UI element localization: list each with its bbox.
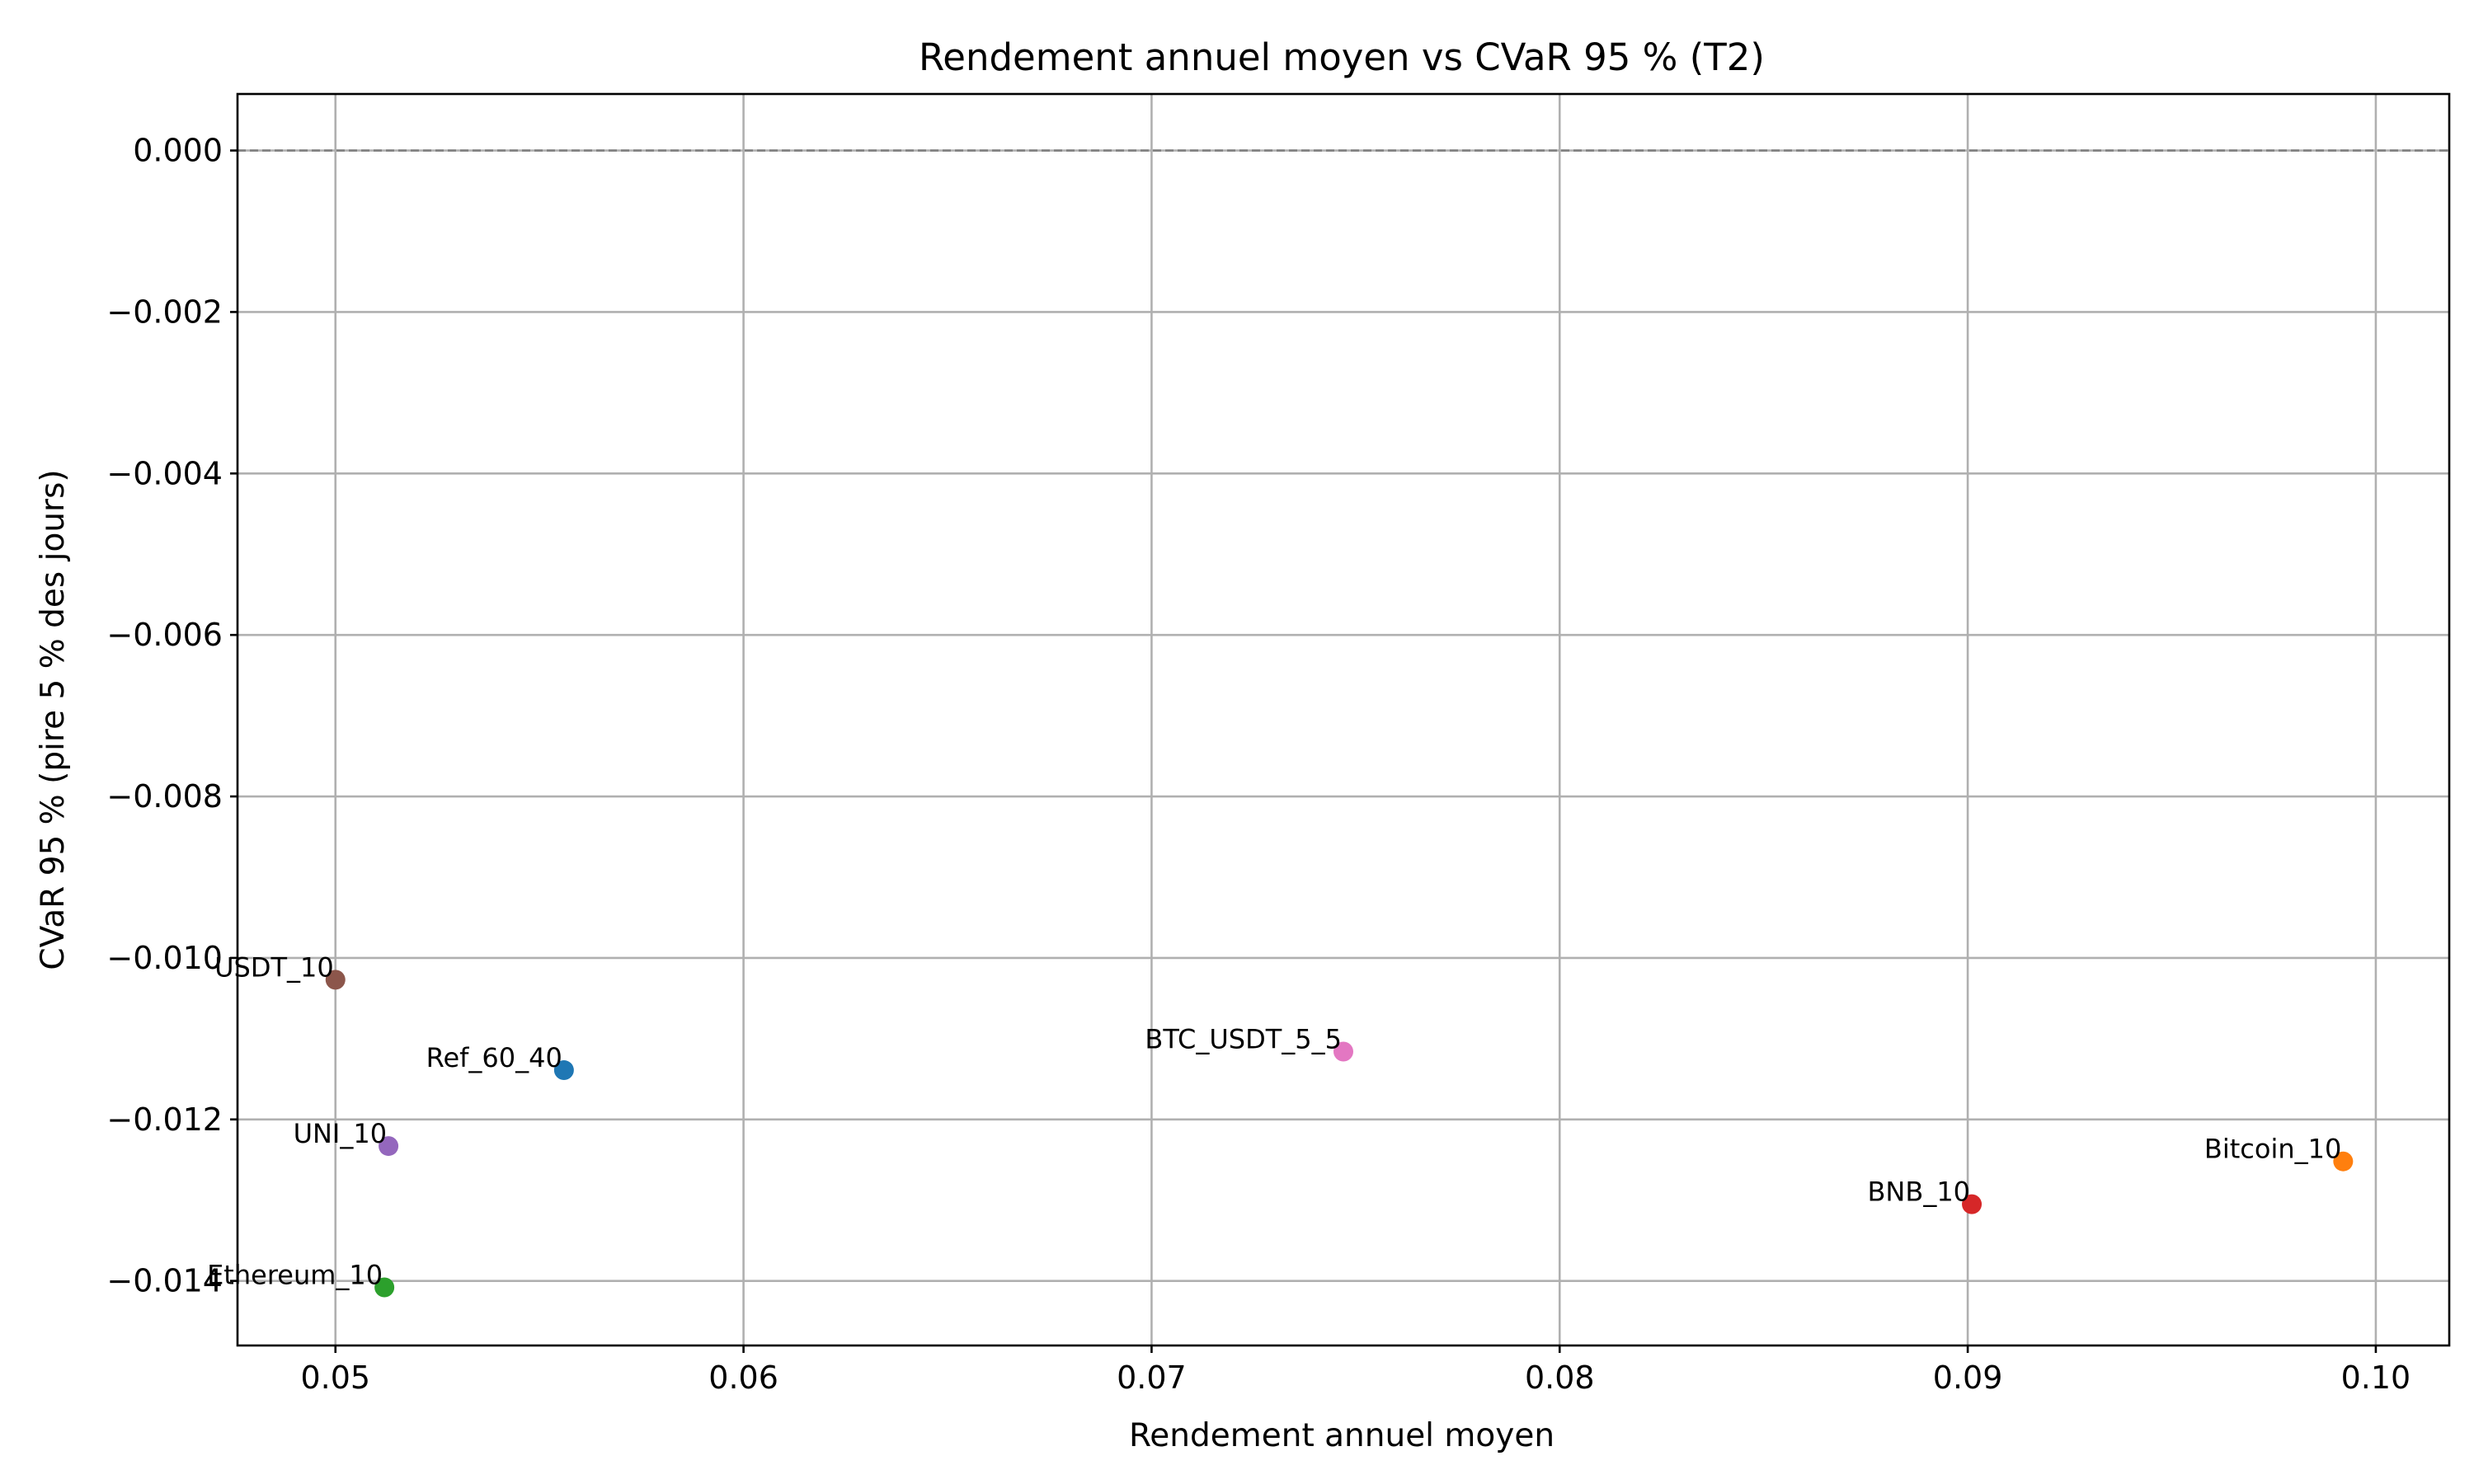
chart-title: Rendement annuel moyen vs CVaR 95 % (T2)	[919, 35, 1765, 79]
grid	[238, 94, 2449, 1345]
y-tick-label: −0.010	[106, 940, 223, 976]
y-tick-label: −0.014	[106, 1263, 223, 1299]
point-label: Bitcoin_10	[2204, 1134, 2341, 1165]
y-tick-label: −0.004	[106, 455, 223, 491]
point-label: Ethereum_10	[207, 1259, 383, 1290]
point-label: UNI_10	[294, 1118, 388, 1149]
scatter-point	[325, 970, 346, 990]
scatter-point	[379, 1136, 399, 1157]
scatter-point	[2333, 1151, 2354, 1172]
x-axis-label: Rendement annuel moyen	[1129, 1417, 1554, 1454]
scatter-point	[553, 1060, 574, 1081]
y-tick-label: −0.012	[106, 1101, 223, 1138]
scatter-point	[1333, 1041, 1353, 1062]
y-tick-label: 0.000	[133, 133, 223, 169]
y-axis-label: CVaR 95 % (pire 5 % des jours)	[35, 469, 72, 970]
data-points	[325, 970, 2354, 1298]
x-tick-label: 0.07	[1117, 1360, 1187, 1396]
x-tick-label: 0.06	[708, 1360, 778, 1396]
ticks: 0.05 0.06 0.07 0.08 0.09 0.10 0.000 −0.002 −0.00…	[106, 133, 2411, 1396]
point-label: Ref_60_40	[426, 1042, 562, 1073]
y-tick-label: −0.002	[106, 294, 223, 330]
point-label: BNB_10	[1867, 1176, 1970, 1208]
scatter-point	[1962, 1194, 1982, 1214]
point-labels: Ref_60_40 Bitcoin_10 Ethereum_10 BNB_10 UNI_…	[207, 951, 2341, 1290]
y-tick-label: −0.008	[106, 778, 223, 815]
scatter-point	[374, 1277, 395, 1298]
point-label: BTC_USDT_5_5	[1145, 1024, 1342, 1055]
plot-frame	[236, 92, 2451, 1347]
x-tick-label: 0.10	[2341, 1360, 2411, 1396]
x-tick-label: 0.08	[1525, 1360, 1595, 1396]
x-tick-label: 0.05	[300, 1360, 370, 1396]
point-label: USDT_10	[214, 951, 334, 983]
x-tick-label: 0.09	[1933, 1360, 2003, 1396]
y-tick-label: −0.006	[106, 617, 223, 653]
